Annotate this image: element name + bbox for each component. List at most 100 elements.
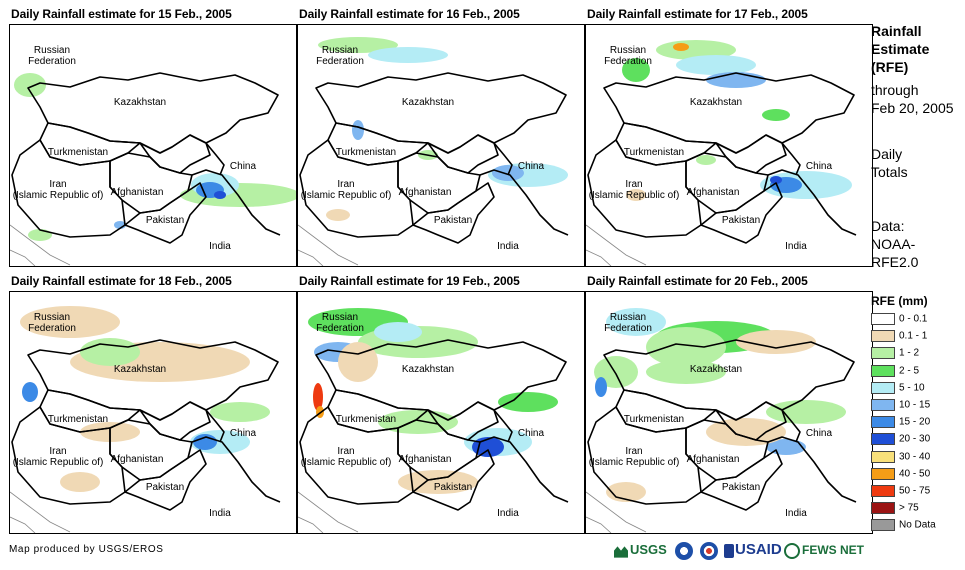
country-border	[315, 72, 567, 154]
panel-title: Daily Rainfall estimate for 18 Feb., 200…	[11, 274, 232, 288]
rainfall-area	[766, 400, 846, 424]
rainfall-area	[770, 176, 782, 184]
country-label-china: China	[517, 428, 545, 439]
country-label-kazakhstan: Kazakhstan	[401, 364, 455, 375]
rainfall-area	[326, 209, 350, 221]
legend-item: 0 - 0.1	[871, 313, 927, 327]
rainfall-map	[10, 306, 281, 533]
legend-label: 10 - 15	[899, 399, 931, 411]
country-label-russia: Russian Federation	[28, 312, 76, 334]
country-label-afghanistan: Afghanistan	[110, 454, 164, 465]
legend-swatch	[871, 519, 895, 532]
country-label-pakistan: Pakistan	[433, 215, 473, 226]
legend-label: 30 - 40	[899, 451, 931, 463]
legend-item: > 75	[871, 502, 919, 516]
country-border	[767, 169, 857, 236]
legend-swatch	[871, 364, 895, 377]
country-label-kazakhstan: Kazakhstan	[113, 364, 167, 375]
rainfall-area	[646, 327, 726, 367]
coastline	[298, 491, 359, 533]
country-border	[191, 169, 281, 236]
map-panel-5: Daily Rainfall estimate for 19 Feb., 200…	[297, 274, 585, 536]
country-label-china: China	[229, 428, 257, 439]
country-border	[124, 182, 207, 244]
country-label-afghanistan: Afghanistan	[686, 187, 740, 198]
map-frame: Russian Federation Kazakhstan Turkmenistan I…	[297, 291, 585, 534]
usaid-seal-icon	[724, 543, 734, 558]
map-frame: Russian Federation Kazakhstan Turkmenistan I…	[9, 291, 297, 534]
country-label-india: India	[497, 508, 519, 519]
panel-title: Daily Rainfall estimate for 20 Feb., 200…	[587, 274, 808, 288]
rainfall-area	[313, 383, 323, 411]
country-border	[11, 406, 126, 505]
country-label-turkmenistan: Turkmenistan	[335, 414, 397, 425]
country-label-kazakhstan: Kazakhstan	[113, 97, 167, 108]
side-title-line1: Rainfall	[871, 23, 922, 39]
country-border	[493, 142, 513, 176]
country-label-turkmenistan: Turkmenistan	[623, 147, 685, 158]
country-label-pakistan: Pakistan	[721, 482, 761, 493]
map-frame: Russian Federation Kazakhstan Turkmenistan I…	[585, 24, 873, 267]
legend-swatch	[871, 347, 895, 360]
map-panel-4: Daily Rainfall estimate for 18 Feb., 200…	[9, 274, 297, 536]
country-label-russia: Russian Federation	[604, 45, 652, 67]
country-label-afghanistan: Afghanistan	[686, 454, 740, 465]
rainfall-area	[646, 360, 726, 384]
usgs-logo: USGS	[614, 539, 667, 561]
rainfall-area	[316, 406, 324, 418]
country-label-afghanistan: Afghanistan	[398, 187, 452, 198]
rainfall-area	[60, 472, 100, 492]
legend-title: RFE (mm)	[871, 294, 928, 308]
coastline	[298, 224, 359, 266]
legend-label: 40 - 50	[899, 468, 931, 480]
legend-swatch	[871, 502, 895, 515]
legend-label: No Data	[899, 520, 936, 532]
rainfall-area	[193, 434, 217, 450]
side-data-source-2: RFE2.0	[871, 254, 919, 270]
country-label-pakistan: Pakistan	[145, 215, 185, 226]
rainfall-area	[762, 109, 790, 121]
coastline	[10, 224, 71, 266]
legend-item: 15 - 20	[871, 416, 930, 430]
country-border	[427, 134, 499, 174]
country-border	[781, 409, 801, 443]
map-frame: Russian Federation Kazakhstan Turkmenistan I…	[9, 24, 297, 267]
legend-swatch	[871, 381, 895, 394]
side-through: through	[871, 82, 919, 98]
country-label-pakistan: Pakistan	[433, 482, 473, 493]
side-date: Feb 20, 2005	[871, 100, 954, 116]
country-label-iran: Iran (Islamic Republic of)	[12, 446, 104, 468]
rainfall-area	[626, 189, 646, 201]
country-label-afghanistan: Afghanistan	[110, 187, 164, 198]
side-title-line2: Estimate	[871, 41, 930, 57]
country-border	[587, 139, 702, 238]
map-frame: Russian Federation Kazakhstan Turkmenistan I…	[297, 24, 585, 267]
fewsnet-logo-text: FEWS NET	[802, 543, 864, 557]
country-label-pakistan: Pakistan	[721, 215, 761, 226]
country-border	[205, 142, 225, 176]
legend-swatch	[871, 433, 895, 446]
country-label-india: India	[785, 241, 807, 252]
usaid-logo: USAID	[724, 539, 782, 561]
country-label-russia: Russian Federation	[316, 45, 364, 67]
country-label-russia: Russian Federation	[604, 312, 652, 334]
legend-item: 20 - 30	[871, 433, 930, 447]
country-border	[299, 139, 414, 238]
country-border	[412, 182, 495, 244]
legend-label: 20 - 30	[899, 434, 931, 446]
rainfall-area	[318, 37, 398, 53]
country-label-kazakhstan: Kazakhstan	[401, 97, 455, 108]
rainfall-area	[80, 338, 140, 366]
globe-icon	[784, 542, 800, 559]
country-label-iran: Iran (Islamic Republic of)	[588, 179, 680, 201]
rainfall-area	[736, 330, 816, 354]
country-label-russia: Russian Federation	[316, 312, 364, 334]
rainfall-area	[696, 155, 716, 165]
legend-item: 40 - 50	[871, 467, 931, 482]
side-data-label: Data:	[871, 218, 905, 234]
legend-label: > 75	[899, 502, 919, 514]
map-panel-1: Daily Rainfall estimate for 15 Feb., 200…	[9, 7, 297, 269]
country-border	[479, 436, 569, 503]
country-label-kazakhstan: Kazakhstan	[689, 97, 743, 108]
rainfall-map	[10, 72, 296, 266]
